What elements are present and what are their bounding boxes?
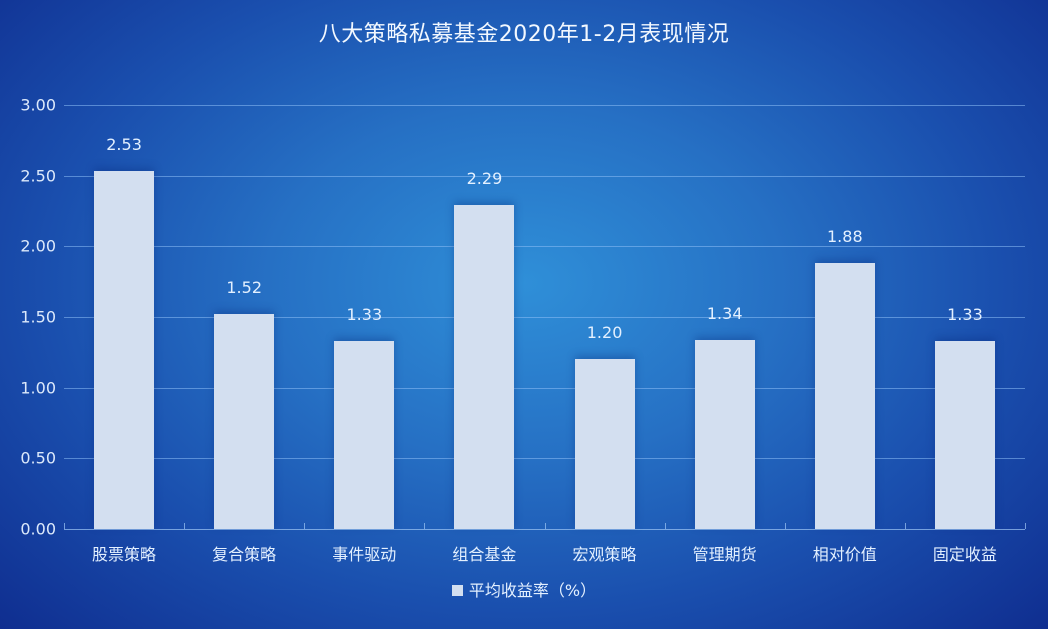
gridline [64,458,1025,460]
y-tick-label: 1.50 [20,307,56,327]
x-category-label: 相对价值 [812,545,877,564]
gridline [64,105,1025,106]
x-category-label: 复合策略 [212,545,277,564]
legend-label: 平均收益率（%） [468,581,597,600]
y-tick-label: 2.50 [20,166,56,186]
y-tick-label: 2.00 [20,236,56,256]
x-tick-mark [544,523,546,529]
x-tick-mark [664,523,666,529]
x-tick-mark [184,523,186,529]
bar[interactable] [94,171,155,529]
x-axis [64,529,1025,530]
bar[interactable] [934,341,995,529]
x-category-label: 股票策略 [92,545,157,564]
bar-value-label: 1.20 [586,323,623,343]
y-tick-label: 0.50 [20,448,56,468]
x-category-label: 管理期货 [692,545,757,564]
x-tick-mark [784,523,786,529]
bar-value-label: 2.29 [466,169,503,189]
y-tick-label: 3.00 [20,95,56,115]
bar-value-label: 1.34 [706,303,743,323]
bar[interactable] [574,359,635,529]
bar[interactable] [334,341,395,529]
y-tick-label: 0.00 [20,519,56,539]
chart-title: 八大策略私募基金2020年1-2月表现情况 [318,22,730,47]
bar-value-label: 1.33 [947,305,983,325]
y-tick-label: 1.00 [20,378,56,398]
x-category-label: 固定收益 [932,545,997,564]
x-tick-mark [424,523,426,529]
x-tick-mark [1025,523,1026,529]
x-tick-mark [304,523,306,529]
gridline [64,175,1025,177]
bar-value-label: 1.52 [226,278,262,298]
bar-value-label: 1.33 [346,305,383,325]
legend-swatch-icon [451,585,463,596]
gridline [64,246,1025,248]
bar-value-label: 2.53 [106,135,142,155]
bar[interactable] [214,314,275,529]
x-tick-mark [64,523,65,529]
gridline [64,387,1025,389]
x-tick-mark [904,523,906,529]
x-category-label: 组合基金 [452,545,517,564]
x-category-label: 宏观策略 [572,545,637,564]
x-category-label: 事件驱动 [332,545,397,564]
bar[interactable] [814,263,875,529]
bar[interactable] [454,205,515,529]
bar-value-label: 1.88 [827,227,863,247]
plot-area: 0.00 0.50 1.00 1.50 2.00 2.50 3.00 2.53 1.52 1.33… [20,96,1026,539]
legend: 平均收益率（%） [0,577,1048,601]
bar[interactable] [694,339,755,529]
gridline [64,317,1025,318]
